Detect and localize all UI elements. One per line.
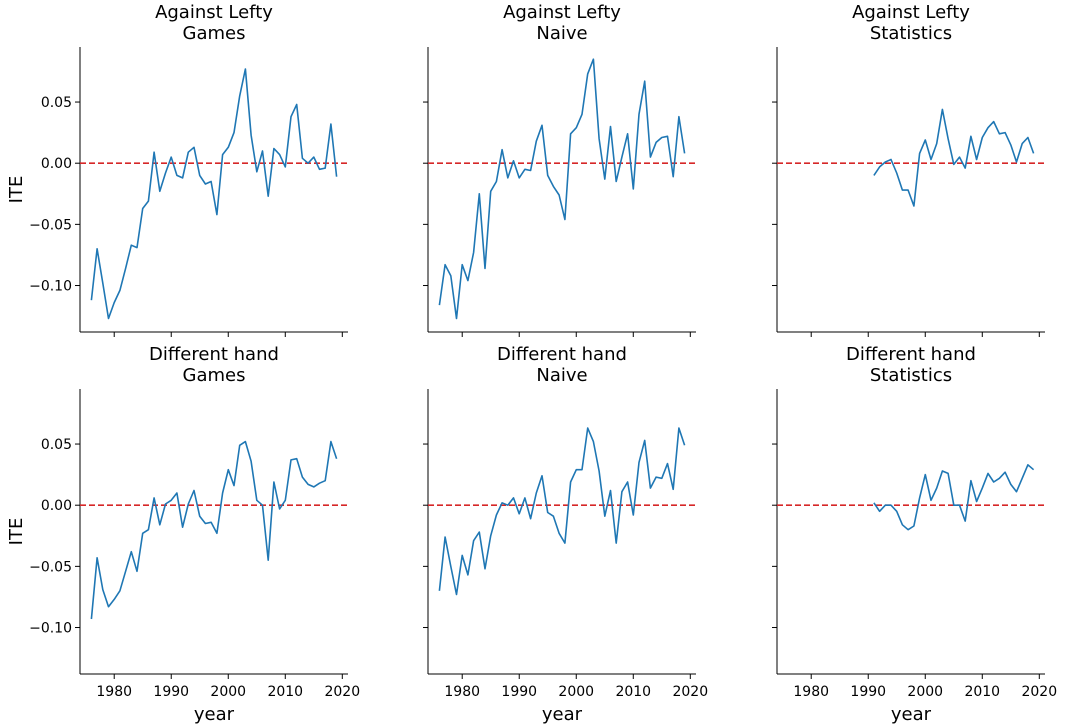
x-tick-label: 1980 bbox=[793, 684, 829, 700]
x-axis-label: year bbox=[542, 704, 583, 724]
panel-title-line1: Different hand bbox=[149, 344, 279, 365]
x-tick-label: 2020 bbox=[1021, 684, 1057, 700]
ite-series-line bbox=[873, 108, 1035, 207]
x-tick-label: 2020 bbox=[324, 684, 360, 700]
ite-series-line bbox=[438, 58, 686, 320]
y-tick-label: 0.00 bbox=[41, 156, 72, 172]
panel-title-line1: Different hand bbox=[846, 344, 976, 365]
panel-title-line2: Naive bbox=[536, 365, 587, 386]
panel-title-line2: Statistics bbox=[870, 23, 952, 44]
x-tick-label: 2000 bbox=[210, 684, 246, 700]
ite-series-line bbox=[438, 427, 686, 596]
panel-title-line1: Against Lefty bbox=[155, 2, 273, 23]
y-tick-label: −0.05 bbox=[29, 559, 72, 575]
y-tick-label: −0.10 bbox=[29, 621, 72, 637]
x-axis-label: year bbox=[194, 704, 235, 724]
x-tick-label: 1990 bbox=[153, 684, 189, 700]
x-tick-label: 1990 bbox=[501, 684, 537, 700]
x-tick-label: 2000 bbox=[558, 684, 594, 700]
ite-series-line bbox=[90, 440, 338, 620]
y-axis-label: ITE bbox=[6, 176, 27, 204]
y-tick-label: −0.05 bbox=[29, 217, 72, 233]
panel-title-line1: Against Lefty bbox=[503, 2, 621, 23]
panel-title-line2: Naive bbox=[536, 23, 587, 44]
panel-title-line1: Against Lefty bbox=[852, 2, 970, 23]
x-tick-label: 1990 bbox=[850, 684, 886, 700]
x-tick-label: 2010 bbox=[615, 684, 651, 700]
y-tick-label: −0.10 bbox=[29, 279, 72, 295]
x-tick-label: 2020 bbox=[672, 684, 708, 700]
panel-title-line2: Games bbox=[183, 365, 246, 386]
x-axis-label: year bbox=[891, 704, 932, 724]
y-tick-label: 0.05 bbox=[41, 437, 72, 453]
panel-title-line2: Statistics bbox=[870, 365, 952, 386]
x-tick-label: 2010 bbox=[267, 684, 303, 700]
panel-title-line1: Different hand bbox=[497, 344, 627, 365]
panel-title-line2: Games bbox=[183, 23, 246, 44]
y-tick-label: 0.05 bbox=[41, 95, 72, 111]
y-tick-label: 0.00 bbox=[41, 498, 72, 514]
y-axis-label: ITE bbox=[6, 518, 27, 546]
x-tick-label: 1980 bbox=[96, 684, 132, 700]
x-tick-label: 1980 bbox=[444, 684, 480, 700]
x-tick-label: 2000 bbox=[907, 684, 943, 700]
ite-series-line bbox=[90, 68, 338, 320]
x-tick-label: 2010 bbox=[964, 684, 1000, 700]
ite-series-line bbox=[873, 463, 1035, 531]
